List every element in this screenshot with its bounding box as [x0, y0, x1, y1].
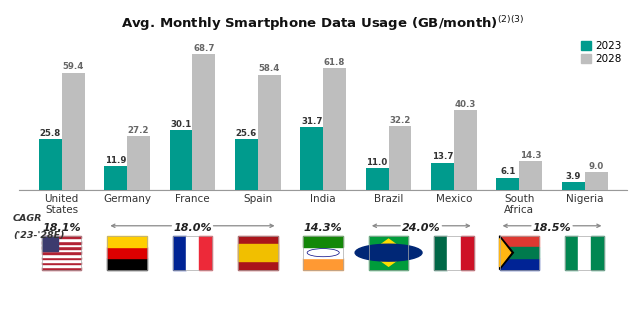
Bar: [565, 236, 578, 269]
Text: 13.7: 13.7: [432, 152, 453, 162]
Bar: [186, 236, 199, 269]
Bar: [565, 236, 604, 269]
Bar: [42, 238, 81, 241]
Text: 59.4: 59.4: [63, 62, 84, 71]
Circle shape: [355, 244, 422, 261]
Bar: [434, 236, 447, 269]
Text: 11.9: 11.9: [105, 156, 126, 165]
Bar: [303, 236, 343, 269]
Bar: [303, 236, 343, 247]
Bar: [238, 244, 278, 261]
Bar: [199, 236, 212, 269]
Bar: [104, 166, 127, 190]
Bar: [108, 236, 147, 247]
Polygon shape: [500, 236, 513, 269]
Legend: 2023, 2028: 2023, 2028: [581, 41, 622, 64]
Bar: [369, 236, 408, 269]
Bar: [173, 236, 186, 269]
Text: 30.1: 30.1: [170, 120, 191, 129]
Bar: [108, 236, 147, 269]
Text: 32.2: 32.2: [389, 116, 411, 125]
Text: 6.1: 6.1: [500, 167, 516, 177]
Bar: [303, 258, 343, 269]
Bar: [42, 251, 81, 254]
Bar: [42, 236, 81, 269]
Bar: [42, 259, 81, 262]
Bar: [454, 110, 477, 190]
Bar: [461, 236, 474, 269]
Text: 18.0%: 18.0%: [173, 223, 212, 233]
Bar: [497, 178, 519, 190]
Bar: [434, 236, 474, 269]
Bar: [500, 236, 539, 269]
Bar: [500, 236, 539, 247]
Bar: [42, 257, 81, 259]
Bar: [235, 139, 258, 190]
Bar: [42, 246, 81, 249]
Text: 58.4: 58.4: [259, 64, 280, 73]
Bar: [39, 139, 61, 190]
Text: CAGR: CAGR: [13, 214, 43, 223]
Bar: [193, 54, 215, 190]
Text: 40.3: 40.3: [454, 100, 476, 109]
Title: Avg. Monthly Smartphone Data Usage (GB/month)$^{(2)(3)}$: Avg. Monthly Smartphone Data Usage (GB/m…: [122, 14, 525, 33]
Text: 25.6: 25.6: [236, 129, 257, 138]
Text: 25.8: 25.8: [40, 129, 61, 138]
Bar: [365, 168, 388, 190]
Text: 61.8: 61.8: [324, 58, 346, 67]
Polygon shape: [500, 238, 511, 267]
Bar: [42, 244, 81, 246]
Bar: [42, 241, 81, 244]
Bar: [61, 73, 84, 190]
Bar: [127, 136, 150, 190]
Bar: [42, 267, 81, 269]
Text: 18.1%: 18.1%: [42, 223, 81, 233]
Bar: [173, 236, 212, 269]
Text: 9.0: 9.0: [589, 162, 604, 171]
Bar: [500, 236, 539, 269]
Bar: [108, 258, 147, 269]
Bar: [500, 247, 539, 258]
Bar: [42, 264, 81, 267]
Bar: [303, 247, 343, 258]
Bar: [42, 249, 81, 251]
Bar: [238, 236, 278, 269]
Bar: [388, 126, 412, 190]
Bar: [42, 236, 58, 251]
Text: 27.2: 27.2: [128, 126, 149, 135]
Text: 14.3%: 14.3%: [304, 223, 342, 233]
Bar: [519, 162, 542, 190]
Text: 3.9: 3.9: [566, 172, 581, 181]
Bar: [591, 236, 604, 269]
Bar: [500, 258, 539, 269]
Bar: [578, 236, 591, 269]
Bar: [108, 247, 147, 258]
Bar: [42, 236, 81, 238]
Bar: [585, 172, 607, 190]
Text: ('23-'28E): ('23-'28E): [13, 231, 65, 240]
Text: 14.3: 14.3: [520, 151, 541, 160]
Text: 68.7: 68.7: [193, 44, 214, 53]
Bar: [238, 236, 278, 269]
Text: 24.0%: 24.0%: [402, 223, 440, 233]
Bar: [369, 236, 408, 269]
Bar: [562, 182, 585, 190]
Bar: [323, 68, 346, 190]
Text: 11.0: 11.0: [367, 158, 388, 167]
Bar: [447, 236, 461, 269]
Text: 31.7: 31.7: [301, 117, 323, 126]
Bar: [170, 130, 193, 190]
Bar: [300, 127, 323, 190]
Bar: [258, 75, 281, 190]
Text: 18.5%: 18.5%: [532, 223, 572, 233]
Bar: [42, 254, 81, 257]
Polygon shape: [370, 239, 408, 266]
Bar: [431, 163, 454, 190]
Bar: [42, 262, 81, 264]
